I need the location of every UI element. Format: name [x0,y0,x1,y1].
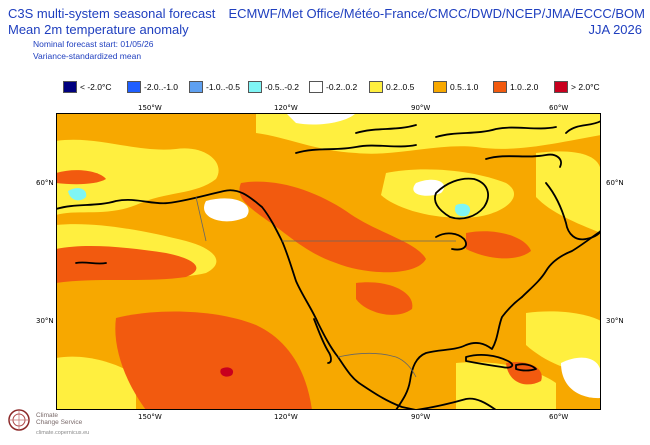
legend-swatch [189,81,203,93]
legend-label: -2.0..-1.0 [144,82,179,92]
legend-item: -1.0..-0.5 [189,80,240,94]
lon-label-bottom: 150°W [138,413,162,421]
legend-item: 0.5..1.0 [433,80,478,94]
lon-label-bottom: 60°W [549,413,569,421]
lat-label-left: 30°N [36,317,54,325]
lon-label-bottom: 120°W [274,413,298,421]
anomaly-region-extreme [220,367,234,377]
centres-label: ECMWF/Met Office/Météo-France/CMCC/DWD/N… [228,6,645,21]
anomaly-region-neutral [204,113,601,399]
map-frame [56,113,601,410]
logo-text-line-1: Climate [36,412,59,419]
legend-label: < -2.0°C [80,82,112,92]
legend-swatch [127,81,141,93]
lon-label-bottom: 90°W [411,413,431,421]
legend-item: > 2.0°C [554,80,600,94]
ccs-logo-icon [8,409,30,431]
legend-item: < -2.0°C [63,80,112,94]
legend-swatch [433,81,447,93]
lat-label-right: 60°N [606,179,624,187]
legend-swatch [554,81,568,93]
legend-swatch [369,81,383,93]
logo-url: climate.copernicus.eu [36,430,90,436]
legend-label: 1.0..2.0 [510,82,539,92]
forecast-start-label: Nominal forecast start: 01/05/26 [33,39,154,49]
anomaly-map [56,113,601,410]
lon-label-top: 60°W [549,104,569,112]
copernicus-logo: Climate Change Service climate.copernicu… [4,404,184,444]
lon-label-top: 150°W [138,104,162,112]
lon-label-top: 90°W [411,104,431,112]
anomaly-region-1.0-2.0 [56,113,542,410]
title-line-2: Mean 2m temperature anomaly [8,22,189,37]
anomaly-region-cold [454,203,471,217]
logo-text-line-2: Change Service [36,419,83,426]
legend-item: 1.0..2.0 [493,80,538,94]
legend-swatch [63,81,77,93]
lat-label-right: 30°N [606,317,624,325]
legend-label: 0.5..1.0 [450,82,479,92]
borders [195,196,456,378]
legend-swatch [248,81,262,93]
method-label: Variance-standardized mean [33,51,142,61]
legend-swatch [309,81,323,93]
legend-item: -2.0..-1.0 [127,80,178,94]
legend-label: -1.0..-0.5 [206,82,241,92]
legend-item: -0.2..0.2 [309,80,357,94]
legend-item: 0.2..0.5 [369,80,414,94]
legend-item: -0.5..-0.2 [248,80,299,94]
lon-label-top: 120°W [274,104,298,112]
legend-label: > 2.0°C [571,82,600,92]
color-legend: < -2.0°C -2.0..-1.0 -1.0..-0.5 -0.5..-0.… [63,80,623,94]
legend-label: -0.2..0.2 [326,82,358,92]
anomaly-region-cold [68,188,87,201]
title-line-1: C3S multi-system seasonal forecast [8,6,216,21]
legend-label: 0.2..0.5 [386,82,415,92]
season-label: JJA 2026 [588,22,643,37]
lat-label-left: 60°N [36,179,54,187]
legend-swatch [493,81,507,93]
legend-label: -0.5..-0.2 [265,82,300,92]
